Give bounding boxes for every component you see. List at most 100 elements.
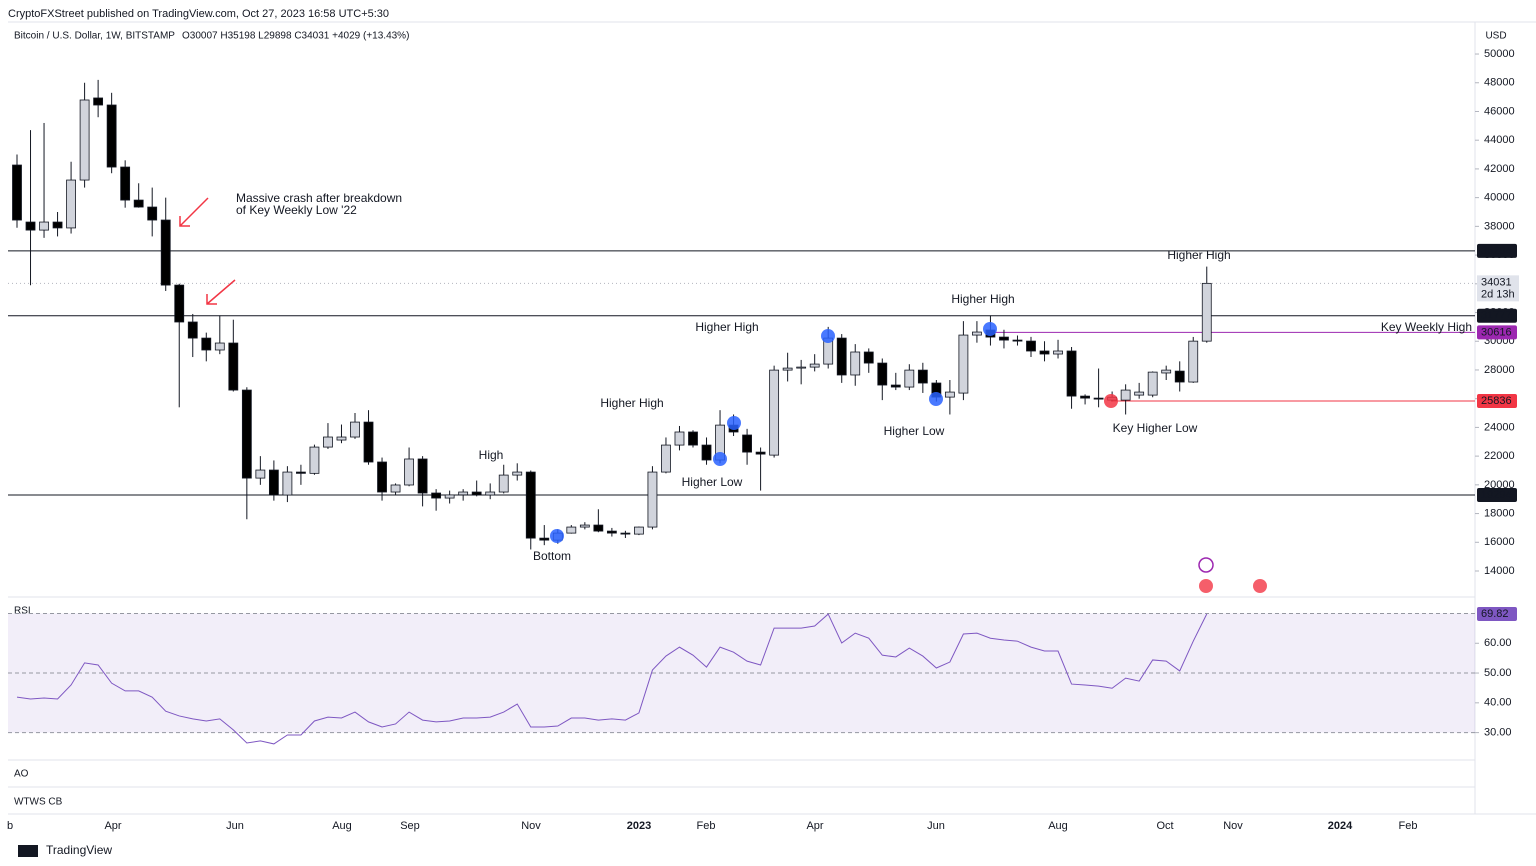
price-tag-label: 31777 [1481, 310, 1512, 322]
candle-body [742, 434, 752, 453]
candle-body [1093, 397, 1104, 400]
annotation: Higher High [951, 292, 1014, 306]
candle-body [863, 351, 874, 364]
candle-body [160, 219, 171, 286]
candle-body [1201, 282, 1212, 342]
x-tick-label: Aug [332, 820, 352, 832]
last-price-label: 34031 [1481, 276, 1512, 288]
candle-body [1026, 340, 1036, 352]
rsi-tag [1477, 607, 1517, 622]
candle-body [66, 179, 76, 229]
annotation: Bottom [533, 549, 571, 563]
candle-body [606, 530, 617, 534]
candle-body [688, 431, 698, 446]
candle-body [444, 494, 455, 499]
candle-body [593, 524, 604, 532]
candle-body [255, 469, 266, 479]
candle-body [25, 221, 36, 231]
annotation: Key Higher Low [1113, 421, 1198, 435]
x-tick-label: Jun [927, 820, 945, 832]
y-tick-label: 38000 [1484, 220, 1515, 232]
candle-body [485, 491, 496, 496]
candle-body [390, 484, 401, 493]
candle-body [890, 384, 901, 388]
logo [18, 845, 38, 857]
y-tick-label: 46000 [1484, 105, 1515, 117]
pane-label: AO [14, 769, 29, 780]
y-tick-label: 18000 [1484, 507, 1515, 519]
candle-body [1174, 370, 1185, 383]
pivot-marker [929, 392, 943, 406]
candle-body [1134, 391, 1145, 396]
candle-body [999, 336, 1009, 341]
x-tick-label: b [7, 820, 13, 832]
candle-body [404, 458, 414, 486]
candle-body [1080, 395, 1090, 399]
price-tag [1477, 243, 1517, 258]
candle-body [1053, 350, 1063, 355]
candle-body [1066, 350, 1077, 397]
candle-body [52, 221, 63, 229]
candle-body [377, 461, 387, 493]
price-tag [1477, 308, 1517, 323]
annotation: Higher High [695, 320, 758, 334]
y-tick-label: 28000 [1484, 364, 1515, 376]
candle-body [647, 471, 658, 528]
rsi-tick-label: 60.00 [1484, 637, 1512, 649]
footer: TradingView [46, 843, 112, 857]
candle-body [1147, 371, 1158, 396]
countdown: 2d 13h [1481, 288, 1515, 300]
rsi-tag-label: 69.82 [1481, 608, 1509, 620]
event-icons [1198, 557, 1267, 593]
candle-body [147, 206, 158, 221]
candle-body [1188, 340, 1199, 383]
pivot-marker [821, 329, 835, 343]
candle-body [228, 342, 239, 391]
arrows [179, 197, 236, 305]
candle-body [809, 363, 820, 368]
candle-body [674, 431, 685, 446]
x-tick-label: 2023 [627, 820, 651, 832]
candle-body [323, 436, 333, 448]
x-tick-label: 2024 [1328, 820, 1353, 832]
y-tick-label: 20000 [1484, 479, 1515, 491]
y-tick-label: 48000 [1484, 77, 1515, 89]
rsi-tick-label: 40.00 [1484, 697, 1512, 709]
x-tick-label: Oct [1156, 820, 1173, 832]
y-tick-label: 16000 [1484, 536, 1515, 548]
publisher: CryptoFXStreet published on TradingView.… [8, 8, 389, 20]
x-tick-label: Jun [226, 820, 244, 832]
candle-body [796, 366, 807, 369]
candle-body [1161, 369, 1172, 374]
y-tick-label: 40000 [1484, 192, 1515, 204]
price-tag-label: 19294 [1481, 489, 1512, 501]
rsi-tick-label: 50.00 [1484, 667, 1512, 679]
annotation: Higher Low [682, 475, 743, 489]
pivot-marker [727, 416, 741, 430]
pane-label: WTWS CB [14, 797, 63, 808]
x-tick-label: Sep [400, 820, 420, 832]
candle-body [620, 532, 631, 535]
candle-body [755, 451, 766, 455]
last-price-tag [1477, 275, 1519, 302]
annotation: Higher Low [884, 424, 945, 438]
price-tag [1477, 394, 1517, 409]
y-tick-label: 22000 [1484, 450, 1515, 462]
annotation: of Key Weekly Low '22 [236, 203, 357, 217]
rsi-label: RSI [14, 606, 31, 617]
price-tag-label: 30616 [1481, 326, 1512, 338]
x-tick-label: Feb [1399, 820, 1418, 832]
candle-body [1012, 339, 1023, 342]
rsi-tick-label: 30.00 [1484, 727, 1512, 739]
annotation: Higher High [1167, 248, 1230, 262]
y-tick-label: 44000 [1484, 134, 1515, 146]
candle-body [106, 104, 117, 168]
annotation: High [479, 448, 504, 462]
x-tick-label: Apr [806, 820, 823, 832]
price-tag [1477, 325, 1517, 340]
pivot-marker [550, 529, 564, 543]
candle-body [214, 342, 225, 351]
candle-body [850, 351, 861, 376]
x-tick-label: Feb [697, 820, 716, 832]
